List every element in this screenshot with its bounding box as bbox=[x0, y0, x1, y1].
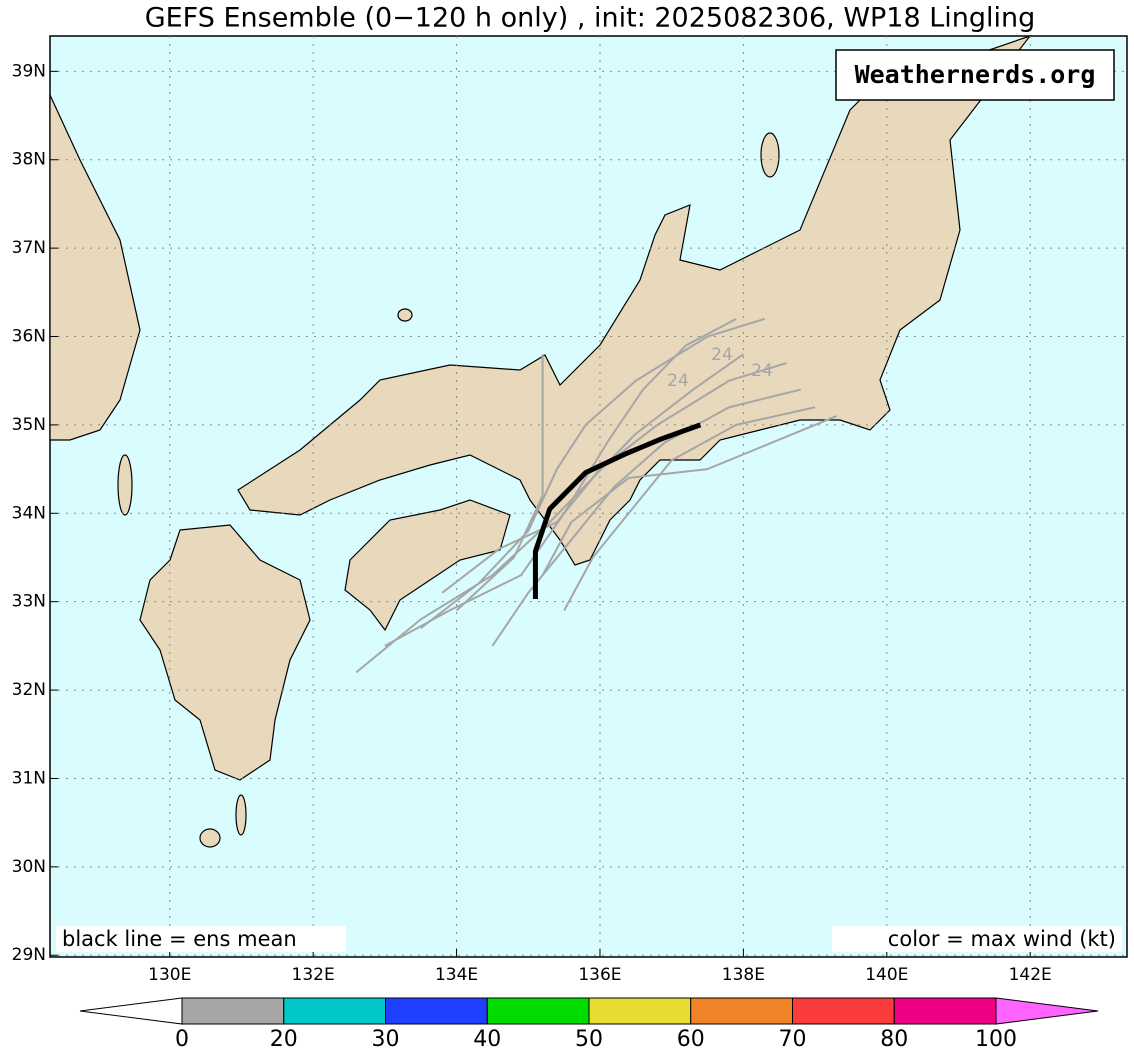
y-tick-label: 37N bbox=[12, 238, 46, 258]
y-tick-label: 34N bbox=[12, 503, 46, 523]
tsushima bbox=[117, 454, 133, 516]
member-track bbox=[384, 317, 737, 647]
colorbar-over bbox=[995, 997, 1099, 1025]
sado bbox=[760, 132, 780, 178]
title: GEFS Ensemble (0−120 h only) , init: 202… bbox=[145, 3, 1036, 34]
mean-track bbox=[532, 422, 702, 600]
note-box bbox=[832, 926, 1122, 952]
shikoku bbox=[344, 499, 511, 632]
member-track bbox=[563, 406, 816, 611]
note-box bbox=[56, 926, 346, 952]
y-tick-label: 36N bbox=[12, 327, 46, 347]
colorbar-bin bbox=[181, 997, 285, 1025]
member-track bbox=[455, 354, 544, 612]
yakushima bbox=[235, 794, 247, 836]
colorbar-label: 70 bbox=[779, 1027, 807, 1052]
colorbar-label: 60 bbox=[677, 1027, 705, 1052]
colorbar-label: 50 bbox=[575, 1027, 603, 1052]
x-tick-label: 142E bbox=[1009, 965, 1052, 985]
colorbar-label: 0 bbox=[175, 1027, 189, 1052]
kyushu bbox=[139, 524, 311, 781]
member-track bbox=[491, 388, 801, 647]
note-left: black line = ens mean bbox=[62, 927, 297, 951]
hour-label: 24 bbox=[711, 345, 733, 365]
x-tick-label: 132E bbox=[292, 965, 335, 985]
y-tick-label: 33N bbox=[12, 592, 46, 612]
y-tick-label: 31N bbox=[12, 768, 46, 788]
watermark-box bbox=[835, 49, 1115, 101]
member-track bbox=[441, 362, 787, 594]
colorbar-label: 40 bbox=[473, 1027, 501, 1052]
y-tick-label: 29N bbox=[12, 945, 46, 965]
x-tick-label: 134E bbox=[435, 965, 478, 985]
colorbar-bin bbox=[893, 997, 997, 1025]
watermark: Weathernerds.org bbox=[855, 60, 1096, 89]
x-tick-label: 136E bbox=[578, 965, 621, 985]
colorbar-bin bbox=[385, 997, 488, 1025]
colorbar-bin bbox=[588, 997, 692, 1025]
hour-label: 24 bbox=[751, 361, 773, 381]
note-right: color = max wind (kt) bbox=[888, 927, 1116, 951]
hour-label: 24 bbox=[667, 371, 689, 391]
korea bbox=[49, 94, 141, 441]
land bbox=[49, 34, 1032, 848]
member-track bbox=[420, 317, 766, 629]
colorbar-label: 80 bbox=[880, 1027, 908, 1052]
y-tick-label: 39N bbox=[12, 61, 46, 81]
x-tick-label: 130E bbox=[148, 965, 191, 985]
colorbar-bin bbox=[486, 997, 590, 1025]
y-tick-label: 30N bbox=[12, 857, 46, 877]
x-tick-label: 138E bbox=[722, 965, 765, 985]
colorbar-label: 100 bbox=[975, 1027, 1017, 1052]
colorbar-bin bbox=[283, 997, 386, 1025]
colorbar-bin bbox=[690, 997, 793, 1025]
colorbar-under bbox=[79, 997, 183, 1025]
y-tick-label: 32N bbox=[12, 680, 46, 700]
y-tick-label: 35N bbox=[12, 415, 46, 435]
colorbar-label: 20 bbox=[270, 1027, 298, 1052]
honshu bbox=[237, 34, 1032, 566]
colorbar-label: 30 bbox=[372, 1027, 400, 1052]
oki bbox=[397, 308, 413, 322]
tanegashima bbox=[199, 828, 221, 848]
x-tick-label: 140E bbox=[865, 965, 908, 985]
colorbar-bin bbox=[792, 997, 895, 1025]
y-tick-label: 38N bbox=[12, 150, 46, 170]
member-track bbox=[541, 415, 837, 576]
